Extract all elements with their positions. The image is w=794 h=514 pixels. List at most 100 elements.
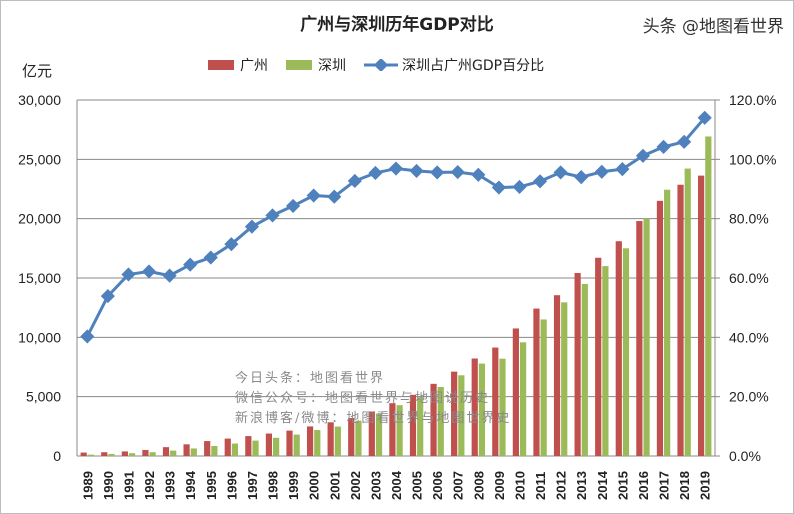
x-tick-label: 1995 (204, 471, 219, 500)
legend-label-ratio: 深圳占广州GDP百分比 (402, 58, 545, 74)
x-tick-label: 1990 (101, 471, 116, 500)
y-right-tick-label: 20.0% (729, 389, 769, 405)
x-tick-label: 1998 (266, 471, 281, 500)
bar-shenzhen (293, 434, 300, 456)
bar-shenzhen (355, 420, 362, 456)
x-tick-label: 2001 (327, 471, 342, 500)
x-tick-label: 2000 (307, 471, 322, 500)
bar-shenzhen (664, 189, 671, 457)
bar-guangzhou (451, 371, 458, 456)
legend-line-diamond-icon (364, 59, 398, 71)
bar-shenzhen (643, 218, 650, 456)
bar-shenzhen (149, 452, 156, 456)
bar-shenzhen (581, 283, 588, 456)
x-tick-label: 2006 (430, 471, 445, 500)
bar-shenzhen (252, 440, 259, 456)
bar-shenzhen (396, 405, 403, 456)
x-tick-label: 2009 (492, 471, 507, 500)
ratio-point (347, 173, 362, 189)
bar-guangzhou (224, 438, 231, 456)
watermark-3: 新浪博客/微博：地图看世界与地图世界史 (235, 411, 512, 426)
bar-shenzhen (231, 443, 239, 456)
ratio-point (656, 139, 671, 154)
x-tick-label: 2013 (574, 471, 589, 500)
x-tick-label: 1992 (142, 471, 157, 500)
watermark-2: 微信公众号：地图看世界与地图说历史 (235, 391, 491, 406)
bar-guangzhou (142, 449, 149, 456)
bar-guangzhou (389, 403, 396, 456)
bar-guangzhou (595, 257, 602, 456)
ratio-point (574, 170, 589, 185)
chart-title: 广州与深圳历年GDP对比 (300, 15, 494, 35)
bar-shenzhen (684, 168, 691, 456)
y-right-tick-label: 0.0% (729, 448, 761, 464)
legend-item-shenzhen: 深圳 (286, 55, 346, 75)
legend-label-shenzhen: 深圳 (318, 58, 346, 74)
x-tick-label: 1993 (163, 471, 178, 500)
bar-shenzhen (87, 454, 94, 456)
bar-shenzhen (499, 358, 506, 456)
bar-guangzhou (471, 358, 478, 456)
x-tick-label: 2015 (615, 471, 630, 500)
legend-swatch-shenzhen (286, 60, 312, 70)
ratio-point (121, 267, 136, 282)
y-left-tick-label: 5,000 (26, 389, 61, 405)
bar-guangzhou (265, 433, 273, 456)
bar-shenzhen (458, 375, 465, 456)
bar-shenzhen (314, 430, 321, 456)
x-tick-label: 2008 (471, 471, 486, 500)
bar-shenzhen (437, 387, 444, 456)
bar-guangzhou (698, 175, 705, 457)
ratio-point (409, 163, 424, 178)
y-right-tick-label: 40.0% (729, 329, 769, 345)
bar-guangzhou (204, 441, 211, 456)
ratio-point (450, 165, 465, 180)
bar-shenzhen (602, 266, 609, 456)
y-left-tick-label: 10,000 (18, 329, 61, 345)
y-left-tick-label: 15,000 (18, 270, 61, 286)
ratio-point (553, 165, 568, 180)
x-tick-label: 2018 (677, 471, 692, 500)
bar-guangzhou (286, 430, 293, 456)
ratio-point (594, 164, 609, 179)
legend-label-guangzhou: 广州 (240, 58, 268, 74)
ratio-point (224, 237, 239, 252)
x-tick-label: 2012 (554, 471, 569, 500)
watermark-1: 今日头条：地图看世界 (235, 371, 386, 386)
x-tick-label: 2002 (348, 471, 363, 500)
bar-shenzhen (273, 437, 280, 456)
x-tick-label: 2019 (698, 471, 713, 500)
ratio-point (162, 268, 177, 283)
bar-guangzhou (553, 295, 561, 456)
ratio-point (388, 161, 404, 176)
bar-shenzhen (190, 448, 197, 456)
ratio-point (100, 289, 115, 304)
x-tick-label: 1997 (245, 471, 260, 500)
bar-guangzhou (677, 184, 684, 456)
ratio-point (306, 188, 321, 203)
bar-guangzhou (574, 273, 581, 456)
ratio-point (697, 110, 712, 125)
bar-guangzhou (348, 417, 355, 456)
ratio-point (80, 329, 95, 344)
bar-guangzhou (80, 452, 87, 456)
ratio-point (635, 148, 651, 163)
ratio-point (244, 219, 260, 234)
ratio-point (677, 134, 692, 149)
ratio-point (430, 165, 445, 180)
bar-shenzhen (519, 342, 527, 456)
x-tick-label: 2007 (451, 471, 466, 500)
brand-watermark: 头条 @地图看世界 (642, 17, 784, 37)
bar-guangzhou (327, 422, 334, 456)
ratio-point (286, 198, 301, 213)
ratio-point (327, 189, 342, 204)
bar-shenzhen (478, 363, 486, 456)
ratio-point (265, 208, 280, 223)
x-tick-label: 1989 (80, 471, 95, 500)
x-tick-label: 2017 (657, 471, 672, 500)
bar-guangzhou (430, 383, 437, 456)
x-tick-label: 2004 (389, 470, 404, 500)
y-right-tick-label: 120.0% (729, 92, 776, 108)
bar-guangzhou (636, 221, 643, 456)
